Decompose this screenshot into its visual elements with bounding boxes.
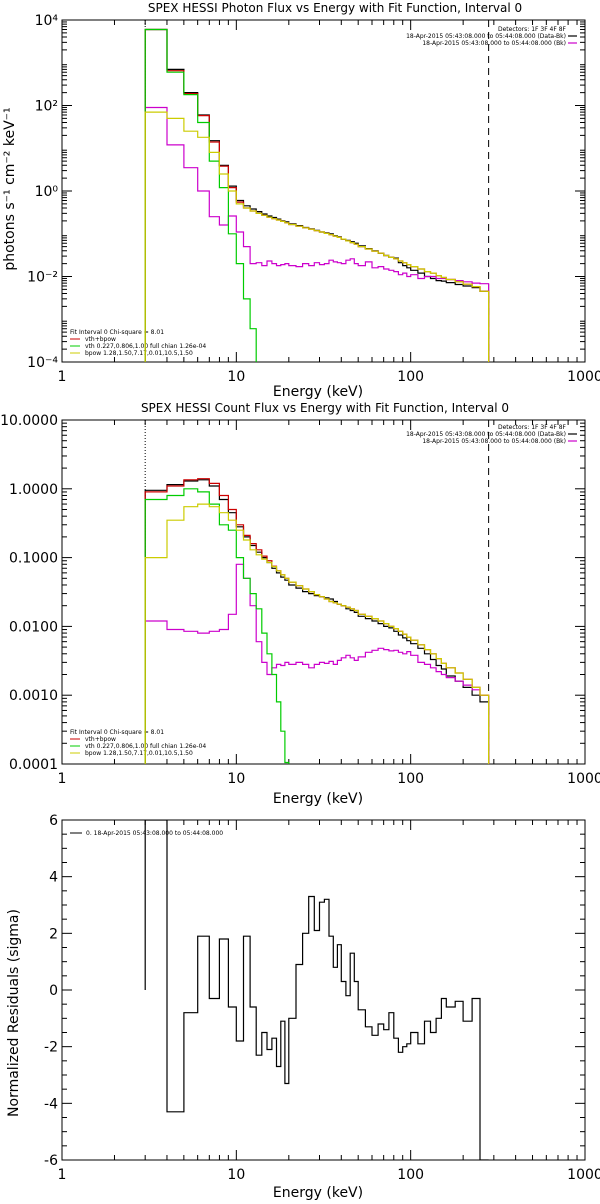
- x-tick-label: 1: [58, 1167, 67, 1183]
- x-axis-label: Energy (keV): [273, 791, 363, 807]
- count-flux-panel: SPEX HESSI Count Flux vs Energy with Fit…: [0, 401, 600, 807]
- detector-legend: Detectors: 1F 3F 4F 8F 18-Apr-2015 05:43…: [406, 424, 577, 445]
- legend-line-detectors: Detectors: 1F 3F 4F 8F: [498, 424, 567, 431]
- detector-legend: Detectors: 1F 3F 4F 8F 18-Apr-2015 05:43…: [406, 26, 577, 47]
- series-bpow: [144, 503, 490, 764]
- x-tick-label: 1: [58, 369, 67, 385]
- y-tick-label: 10⁻²: [27, 270, 58, 286]
- fit-legend-bpow: bpow 1.28,1.50,7.17,0.01,10.5,1.50: [85, 350, 193, 357]
- plot-area: [144, 420, 490, 764]
- y-tick-label: -6: [44, 1153, 58, 1169]
- series-residual: [144, 820, 489, 1160]
- fit-legend-total: vth+bpow: [85, 736, 116, 743]
- residual-legend: 0. 18-Apr-2015 05:43:08.000 to 05:44:08.…: [70, 830, 223, 837]
- x-tick-label: 10: [227, 1167, 245, 1183]
- series-vth: [144, 28, 257, 362]
- fit-legend-header: Fit Interval 0 Chi-square = 8.01: [70, 729, 164, 736]
- y-tick-label: 10²: [35, 99, 58, 115]
- x-tick-label: 1000: [567, 1167, 600, 1183]
- y-tick-label: 6: [49, 813, 58, 829]
- x-axis-label: Energy (keV): [273, 1185, 363, 1200]
- x-tick-label: 100: [397, 771, 424, 787]
- chart-title: SPEX HESSI Photon Flux vs Energy with Fi…: [148, 1, 522, 15]
- x-axis-label: Energy (keV): [273, 384, 363, 400]
- plot-frame: [61, 419, 586, 765]
- series-bpow: [144, 111, 490, 362]
- legend-line-detectors: Detectors: 1F 3F 4F 8F: [498, 26, 567, 33]
- legend-line-data-bk: 18-Apr-2015 05:43:08.000 to 05:44:08.000…: [406, 431, 566, 438]
- x-tick-label: 1000: [567, 369, 600, 385]
- y-tick-label: -4: [44, 1096, 58, 1112]
- plot-area: [144, 820, 489, 1160]
- fit-legend-bpow: bpow 1.28,1.50,7.17,0.01,10.5,1.50: [85, 750, 193, 757]
- y-tick-label: 0: [49, 983, 58, 999]
- y-tick-label: 10⁰: [35, 184, 59, 200]
- y-tick-label: 10⁴: [35, 13, 59, 29]
- y-axis-label: photons s⁻¹ cm⁻² keV⁻¹: [2, 107, 18, 270]
- x-tick-label: 10: [227, 771, 245, 787]
- y-tick-label: 0.0001: [9, 757, 58, 773]
- y-tick-label: 2: [49, 926, 58, 942]
- x-tick-label: 10: [227, 369, 245, 385]
- y-tick-label: 10⁻⁴: [27, 355, 58, 371]
- fit-legend-header: Fit Interval 0 Chi-square = 8.01: [70, 329, 164, 336]
- photon-flux-panel: SPEX HESSI Photon Flux vs Energy with Fi…: [2, 1, 600, 400]
- plot-area: [144, 20, 490, 362]
- y-tick-label: 0.0010: [9, 688, 58, 704]
- fit-legend-total: vth+bpow: [85, 336, 116, 343]
- chart-title: SPEX HESSI Count Flux vs Energy with Fit…: [141, 401, 509, 415]
- y-tick-label: 10.0000: [0, 413, 58, 429]
- x-tick-label: 100: [397, 1167, 424, 1183]
- legend-line-data-bk: 18-Apr-2015 05:43:08.000 to 05:44:08.000…: [406, 33, 566, 40]
- y-tick-label: 1.0000: [9, 482, 58, 498]
- series-bk: [144, 106, 490, 362]
- legend-line-bk: 18-Apr-2015 05:43:08.000 to 05:44:08.000…: [422, 40, 566, 47]
- y-tick-label: 4: [49, 870, 58, 886]
- series-vth: [144, 488, 290, 764]
- legend-line-bk: 18-Apr-2015 05:43:08.000 to 05:44:08.000…: [422, 438, 566, 445]
- y-axis-label: Normalized Residuals (sigma): [6, 909, 22, 1117]
- x-tick-label: 1: [58, 771, 67, 787]
- y-tick-label: 0.0100: [9, 619, 58, 635]
- x-tick-label: 1000: [567, 771, 600, 787]
- x-tick-label: 100: [397, 369, 424, 385]
- residuals-panel: Energy (keV) Normalized Residuals (sigma…: [6, 813, 600, 1201]
- legend-line-residual: 0. 18-Apr-2015 05:43:08.000 to 05:44:08.…: [86, 830, 223, 837]
- y-tick-label: 0.1000: [9, 551, 58, 567]
- y-tick-label: -2: [44, 1040, 58, 1056]
